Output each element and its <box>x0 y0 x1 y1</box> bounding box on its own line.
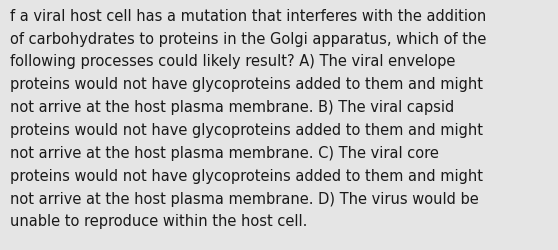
Text: proteins would not have glycoproteins added to them and might: proteins would not have glycoproteins ad… <box>10 168 483 183</box>
Text: proteins would not have glycoproteins added to them and might: proteins would not have glycoproteins ad… <box>10 122 483 138</box>
Text: not arrive at the host plasma membrane. C) The viral core: not arrive at the host plasma membrane. … <box>10 145 439 160</box>
Text: of carbohydrates to proteins in the Golgi apparatus, which of the: of carbohydrates to proteins in the Golg… <box>10 32 487 46</box>
Text: unable to reproduce within the host cell.: unable to reproduce within the host cell… <box>10 214 307 228</box>
Text: f a viral host cell has a mutation that interferes with the addition: f a viral host cell has a mutation that … <box>10 9 486 24</box>
Text: proteins would not have glycoproteins added to them and might: proteins would not have glycoproteins ad… <box>10 77 483 92</box>
Text: following processes could likely result? A) The viral envelope: following processes could likely result?… <box>10 54 455 69</box>
Text: not arrive at the host plasma membrane. B) The viral capsid: not arrive at the host plasma membrane. … <box>10 100 454 115</box>
Text: not arrive at the host plasma membrane. D) The virus would be: not arrive at the host plasma membrane. … <box>10 191 479 206</box>
